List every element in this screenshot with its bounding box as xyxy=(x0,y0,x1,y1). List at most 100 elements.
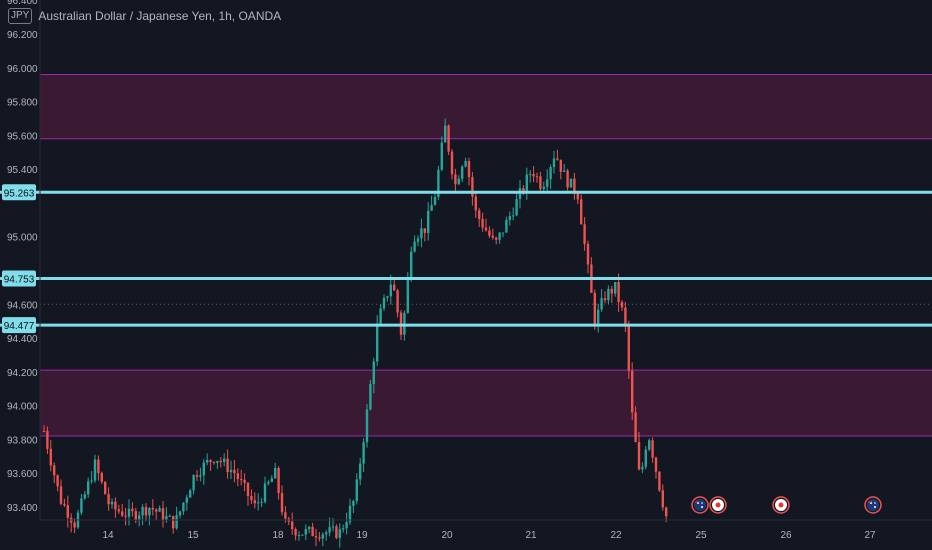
level-label-2: 94.477 xyxy=(4,321,35,332)
candle-body-87 xyxy=(338,529,341,538)
candle-body-99 xyxy=(379,308,382,325)
candle-body-82 xyxy=(321,534,324,539)
candle-body-91 xyxy=(352,501,355,506)
candle-body-57 xyxy=(236,473,239,480)
candle-body-113 xyxy=(427,210,430,233)
candle-body-159 xyxy=(583,224,586,244)
x-tick-9: 27 xyxy=(864,530,876,541)
candle-body-150 xyxy=(552,158,556,168)
japan-flag-icon xyxy=(709,496,727,514)
candle-body-40 xyxy=(178,511,182,516)
candle-body-84 xyxy=(328,527,331,533)
candle-body-34 xyxy=(158,508,161,512)
candle-body-65 xyxy=(263,483,267,502)
candle-body-136 xyxy=(505,219,508,233)
level-label-bg-2 xyxy=(2,317,36,334)
level-label-bg-1 xyxy=(2,270,36,287)
candle-body-128 xyxy=(478,210,481,219)
candle-body-109 xyxy=(413,241,416,252)
candle-body-124 xyxy=(464,161,467,167)
candle-body-164 xyxy=(600,298,603,310)
candle-body-14 xyxy=(90,480,93,482)
candle-body-116 xyxy=(437,169,440,198)
candle-body-133 xyxy=(495,237,498,240)
candle-body-39 xyxy=(175,515,178,529)
candle-body-171 xyxy=(624,307,627,324)
candle-body-158 xyxy=(580,199,583,225)
candle-body-15 xyxy=(93,459,97,481)
candle-body-92 xyxy=(355,479,358,502)
candle-body-98 xyxy=(376,324,379,362)
candle-body-167 xyxy=(610,288,613,294)
candle-body-12 xyxy=(83,494,86,499)
candle-body-46 xyxy=(199,475,202,477)
x-tick-2: 18 xyxy=(272,530,284,541)
candle-body-13 xyxy=(87,481,90,495)
candle-body-179 xyxy=(651,440,654,458)
candle-body-23 xyxy=(121,511,124,516)
candle-body-110 xyxy=(416,238,420,242)
candle-body-155 xyxy=(569,178,573,188)
level-label-bg-0 xyxy=(2,184,36,201)
japan-flag-icon xyxy=(772,496,790,514)
candle-body-22 xyxy=(117,509,120,512)
candle-body-11 xyxy=(80,498,83,513)
candle-body-100 xyxy=(382,297,386,309)
candle-body-29 xyxy=(141,506,144,516)
candle-body-149 xyxy=(549,167,552,180)
candle-body-49 xyxy=(209,459,212,462)
candle-body-101 xyxy=(386,296,389,298)
candle-body-160 xyxy=(586,243,590,265)
x-tick-5: 21 xyxy=(525,530,537,541)
y-tick-7: 94.600 xyxy=(7,300,38,311)
currency-badge[interactable]: JPY xyxy=(8,8,33,24)
candle-body-17 xyxy=(100,472,103,482)
y-tick-12: 93.600 xyxy=(7,469,38,480)
candle-body-154 xyxy=(566,170,569,188)
candle-body-175 xyxy=(637,441,641,470)
candle-body-37 xyxy=(168,515,171,517)
candle-body-96 xyxy=(369,383,372,410)
candle-body-181 xyxy=(658,471,661,491)
candle-body-16 xyxy=(97,459,100,473)
candle-body-26 xyxy=(131,508,134,512)
x-tick-1: 15 xyxy=(187,530,199,541)
candle-body-7 xyxy=(66,505,69,518)
candle-body-102 xyxy=(389,284,392,297)
candle-body-145 xyxy=(535,176,539,178)
candle-body-142 xyxy=(525,174,528,191)
y-tick-4: 95.600 xyxy=(7,131,38,142)
candle-body-19 xyxy=(107,494,110,505)
candle-body-66 xyxy=(267,481,270,484)
level-label-0: 95.263 xyxy=(4,188,35,199)
candle-body-174 xyxy=(634,412,637,442)
chart-header: JPY Australian Dollar / Japanese Yen, 1h… xyxy=(8,8,281,24)
candle-body-90 xyxy=(348,505,352,523)
candle-body-41 xyxy=(182,502,185,512)
candle-body-172 xyxy=(627,323,630,371)
candle-body-147 xyxy=(542,186,545,189)
candle-body-115 xyxy=(433,197,437,206)
candle-body-4 xyxy=(56,475,59,487)
candle-body-178 xyxy=(648,440,651,450)
x-tick-0: 14 xyxy=(102,530,114,541)
candle-body-73 xyxy=(291,521,294,530)
candle-body-71 xyxy=(284,512,287,519)
candle-body-45 xyxy=(195,475,199,477)
candle-body-121 xyxy=(454,174,457,185)
candle-body-176 xyxy=(641,466,644,470)
candle-body-127 xyxy=(474,196,477,211)
candle-body-9 xyxy=(73,522,76,528)
candle-body-94 xyxy=(362,442,365,464)
candle-body-125 xyxy=(467,161,471,178)
candle-body-146 xyxy=(539,176,542,189)
candle-body-69 xyxy=(277,468,280,493)
candle-body-107 xyxy=(406,277,409,313)
candle-body-104 xyxy=(396,290,399,313)
candle-body-31 xyxy=(148,508,151,516)
candle-body-163 xyxy=(597,309,600,325)
candle-body-64 xyxy=(260,501,263,503)
candle-body-112 xyxy=(423,228,426,233)
